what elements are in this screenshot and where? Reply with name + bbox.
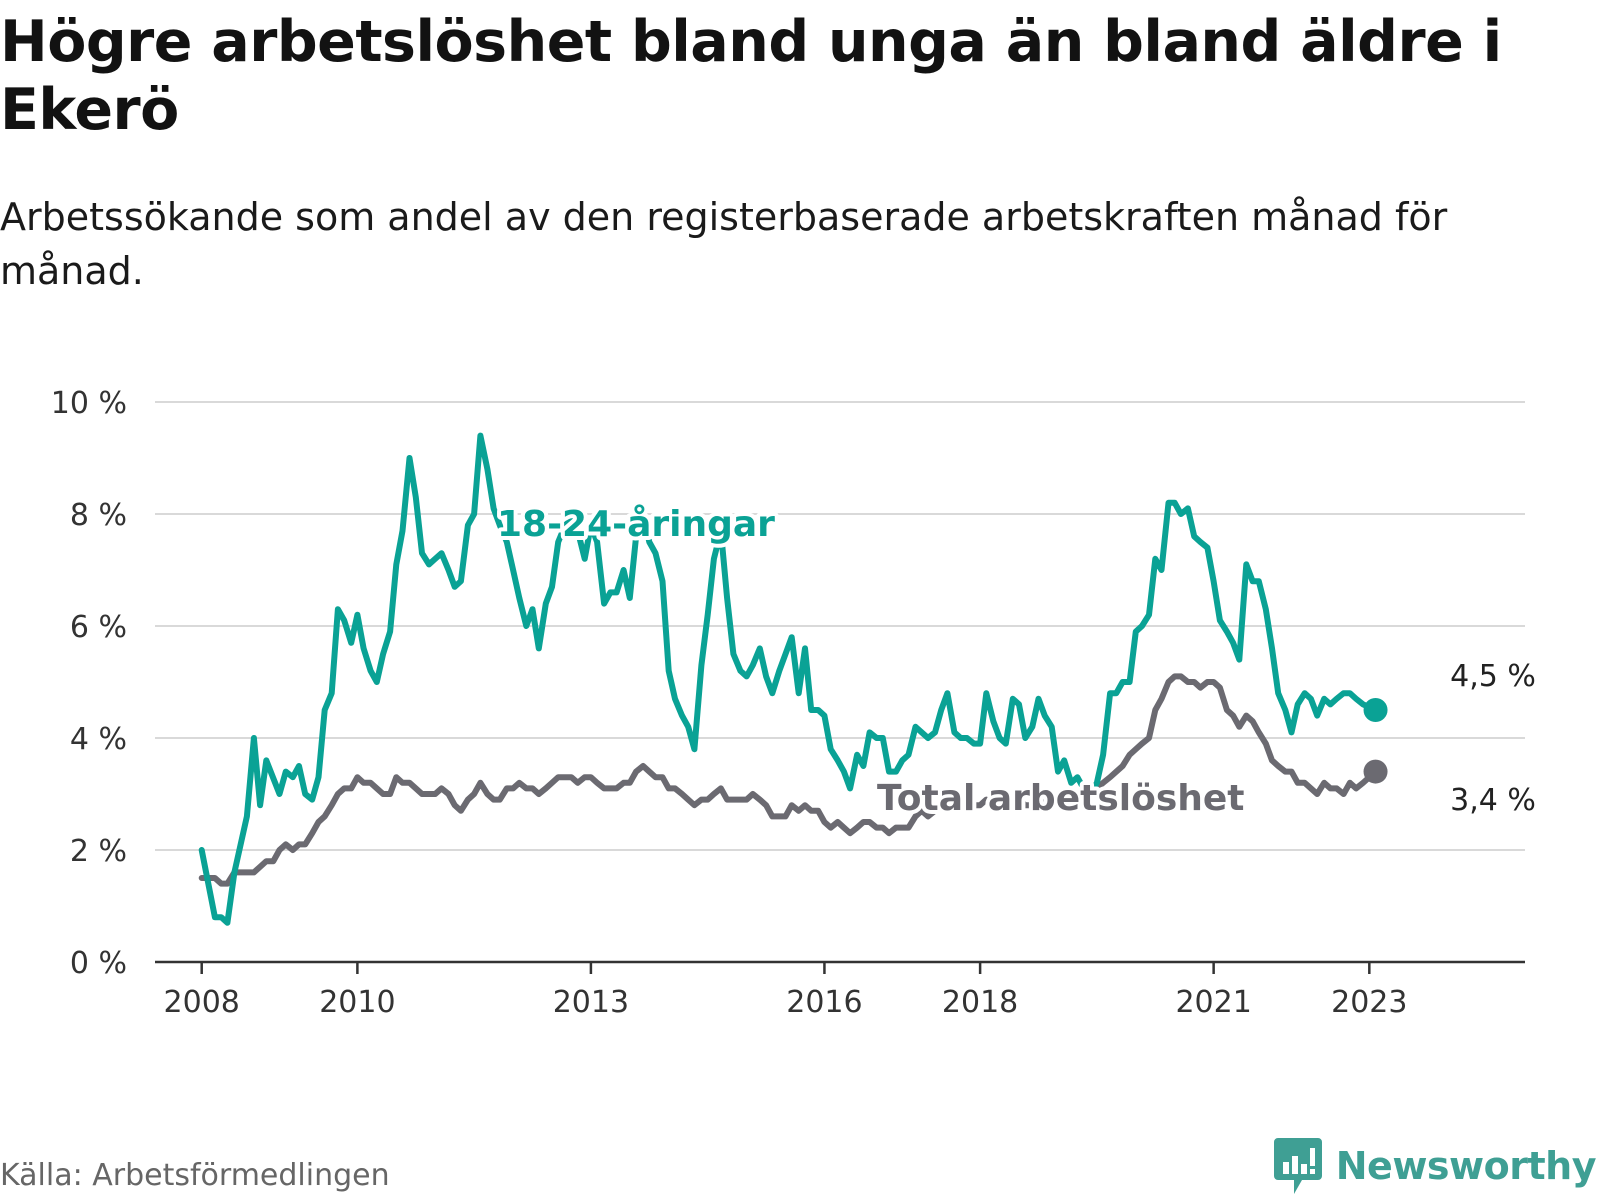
newsworthy-logo-icon <box>1273 1138 1322 1194</box>
series-label-total: Total arbetslöshet <box>877 778 1245 819</box>
series-line-total <box>198 673 1379 887</box>
y-axis-ticks: 0 % 2 % 4 % 6 % 8 % 10 % <box>51 386 127 981</box>
y-tick-label: 8 % <box>70 498 127 533</box>
source-note: Källa: Arbetsförmedlingen <box>0 1158 390 1193</box>
y-tick-label: 10 % <box>51 386 127 421</box>
series-line-youth <box>198 432 1379 926</box>
brand-logo[interactable]: Newsworthy <box>1272 1136 1597 1196</box>
x-tick-label: 2010 <box>319 985 395 1020</box>
series-labels: 18-24-åringar Total arbetslöshet <box>493 500 1249 823</box>
chart-subtitle: Arbetssökande som andel av den registerb… <box>0 195 1448 293</box>
end-markers: 4,5 % 3,4 % <box>1363 656 1539 821</box>
y-tick-label: 6 % <box>70 610 127 645</box>
brand-name: Newsworthy <box>1335 1144 1597 1188</box>
x-tick-label: 2008 <box>164 985 240 1020</box>
series-label-youth: 18-24-åringar <box>497 504 775 545</box>
series-lines <box>198 432 1379 926</box>
x-tick-label: 2016 <box>786 985 862 1020</box>
end-marker-total <box>1363 759 1388 784</box>
x-tick-label: 2018 <box>942 985 1018 1020</box>
end-label-total: 3,4 % <box>1450 783 1536 818</box>
x-tick-label: 2021 <box>1175 985 1251 1020</box>
y-tick-label: 4 % <box>70 722 127 757</box>
chart-title: Högre arbetslöshet bland unga än bland ä… <box>0 9 1502 143</box>
x-axis: 2008 2010 2013 2016 2018 2021 2023 <box>155 960 1525 1020</box>
end-marker-youth <box>1363 698 1388 722</box>
gridlines <box>155 401 1525 851</box>
end-label-youth: 4,5 % <box>1450 659 1536 694</box>
x-tick-label: 2013 <box>553 985 629 1020</box>
y-tick-label: 0 % <box>70 946 127 981</box>
x-tick-label: 2023 <box>1331 985 1407 1020</box>
y-tick-label: 2 % <box>70 834 127 869</box>
